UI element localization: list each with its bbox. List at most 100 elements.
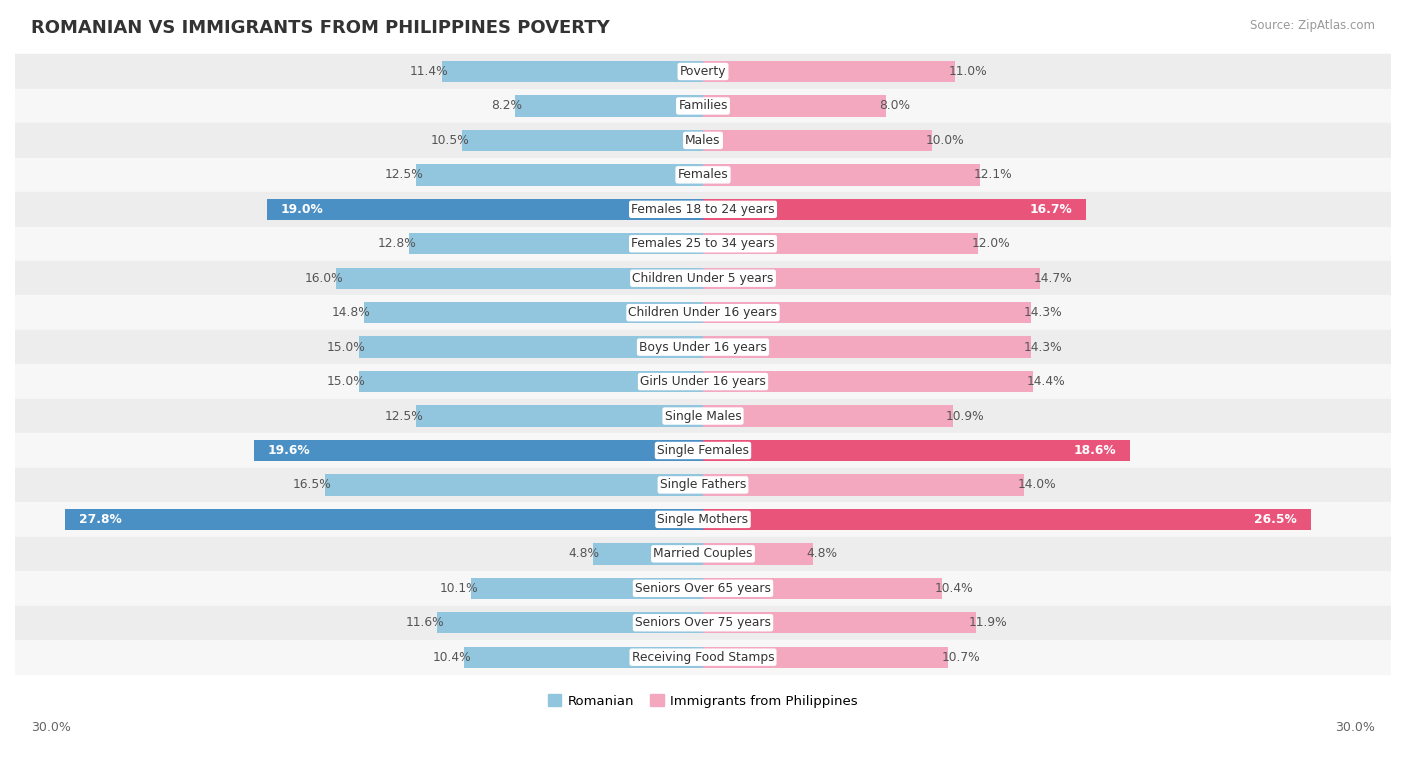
Bar	[15, 89, 1391, 124]
Bar	[703, 96, 886, 117]
Text: Children Under 16 years: Children Under 16 years	[628, 306, 778, 319]
Text: 10.7%: 10.7%	[942, 650, 980, 664]
Bar	[703, 647, 949, 668]
Bar	[15, 192, 1391, 227]
Bar	[703, 371, 1033, 392]
Text: 11.9%: 11.9%	[969, 616, 1008, 629]
Text: Poverty: Poverty	[679, 65, 727, 78]
Text: 15.0%: 15.0%	[328, 375, 366, 388]
Text: 10.4%: 10.4%	[935, 582, 973, 595]
Text: 10.0%: 10.0%	[925, 134, 965, 147]
Text: 14.8%: 14.8%	[332, 306, 370, 319]
Text: Single Fathers: Single Fathers	[659, 478, 747, 491]
Text: Seniors Over 65 years: Seniors Over 65 years	[636, 582, 770, 595]
Text: 12.0%: 12.0%	[972, 237, 1010, 250]
Text: 12.8%: 12.8%	[378, 237, 416, 250]
Bar	[15, 261, 1391, 296]
Text: Females: Females	[678, 168, 728, 181]
Bar	[15, 330, 1391, 365]
Bar	[703, 61, 955, 82]
Text: Children Under 5 years: Children Under 5 years	[633, 271, 773, 285]
Bar	[703, 440, 1129, 461]
Text: 14.0%: 14.0%	[1017, 478, 1056, 491]
Bar	[703, 612, 976, 634]
Bar	[15, 296, 1391, 330]
Bar	[15, 124, 1391, 158]
Text: 18.6%: 18.6%	[1073, 444, 1116, 457]
Bar	[15, 434, 1391, 468]
Bar	[593, 543, 703, 565]
Legend: Romanian, Immigrants from Philippines: Romanian, Immigrants from Philippines	[548, 694, 858, 708]
Text: 14.3%: 14.3%	[1024, 340, 1063, 354]
Text: 12.1%: 12.1%	[973, 168, 1012, 181]
Text: ROMANIAN VS IMMIGRANTS FROM PHILIPPINES POVERTY: ROMANIAN VS IMMIGRANTS FROM PHILIPPINES …	[31, 19, 610, 37]
Bar	[703, 199, 1085, 220]
Bar	[409, 233, 703, 255]
Text: 10.9%: 10.9%	[946, 409, 984, 422]
Bar	[416, 164, 703, 186]
Text: 11.0%: 11.0%	[949, 65, 987, 78]
Text: Females 18 to 24 years: Females 18 to 24 years	[631, 203, 775, 216]
Bar	[703, 130, 932, 151]
Text: 10.5%: 10.5%	[430, 134, 470, 147]
Bar	[703, 337, 1031, 358]
Bar	[15, 468, 1391, 502]
Bar	[471, 578, 703, 599]
Text: Receiving Food Stamps: Receiving Food Stamps	[631, 650, 775, 664]
Text: 19.0%: 19.0%	[281, 203, 323, 216]
Bar	[703, 164, 980, 186]
Bar	[703, 268, 1040, 289]
Bar	[66, 509, 703, 530]
Text: 10.1%: 10.1%	[440, 582, 478, 595]
Text: 14.4%: 14.4%	[1026, 375, 1064, 388]
Bar	[15, 571, 1391, 606]
Text: 10.4%: 10.4%	[433, 650, 471, 664]
Text: Families: Families	[678, 99, 728, 112]
Text: 12.5%: 12.5%	[384, 409, 423, 422]
Text: 11.4%: 11.4%	[409, 65, 449, 78]
Bar	[416, 406, 703, 427]
Text: Seniors Over 75 years: Seniors Over 75 years	[636, 616, 770, 629]
Bar	[441, 61, 703, 82]
Bar	[253, 440, 703, 461]
Text: 15.0%: 15.0%	[328, 340, 366, 354]
Bar	[703, 475, 1024, 496]
Text: 11.6%: 11.6%	[405, 616, 444, 629]
Bar	[15, 606, 1391, 640]
Bar	[359, 337, 703, 358]
Text: 14.3%: 14.3%	[1024, 306, 1063, 319]
Bar	[515, 96, 703, 117]
Bar	[15, 399, 1391, 434]
Text: 16.7%: 16.7%	[1029, 203, 1073, 216]
Bar	[325, 475, 703, 496]
Text: Source: ZipAtlas.com: Source: ZipAtlas.com	[1250, 19, 1375, 32]
Bar	[15, 502, 1391, 537]
Text: 14.7%: 14.7%	[1033, 271, 1071, 285]
Text: 12.5%: 12.5%	[384, 168, 423, 181]
Text: 8.2%: 8.2%	[491, 99, 522, 112]
Text: Males: Males	[685, 134, 721, 147]
Bar	[15, 55, 1391, 89]
Text: Single Females: Single Females	[657, 444, 749, 457]
Bar	[15, 537, 1391, 571]
Text: 16.5%: 16.5%	[292, 478, 332, 491]
Bar	[703, 302, 1031, 324]
Text: 16.0%: 16.0%	[304, 271, 343, 285]
Text: Single Mothers: Single Mothers	[658, 513, 748, 526]
Text: 27.8%: 27.8%	[79, 513, 122, 526]
Bar	[267, 199, 703, 220]
Bar	[703, 406, 953, 427]
Bar	[15, 227, 1391, 261]
Bar	[703, 543, 813, 565]
Text: Single Males: Single Males	[665, 409, 741, 422]
Text: 8.0%: 8.0%	[880, 99, 911, 112]
Text: Boys Under 16 years: Boys Under 16 years	[640, 340, 766, 354]
Text: 30.0%: 30.0%	[1336, 721, 1375, 735]
Bar	[15, 158, 1391, 192]
Text: 4.8%: 4.8%	[569, 547, 600, 560]
Text: Females 25 to 34 years: Females 25 to 34 years	[631, 237, 775, 250]
Text: 26.5%: 26.5%	[1254, 513, 1296, 526]
Bar	[703, 233, 979, 255]
Bar	[437, 612, 703, 634]
Bar	[336, 268, 703, 289]
